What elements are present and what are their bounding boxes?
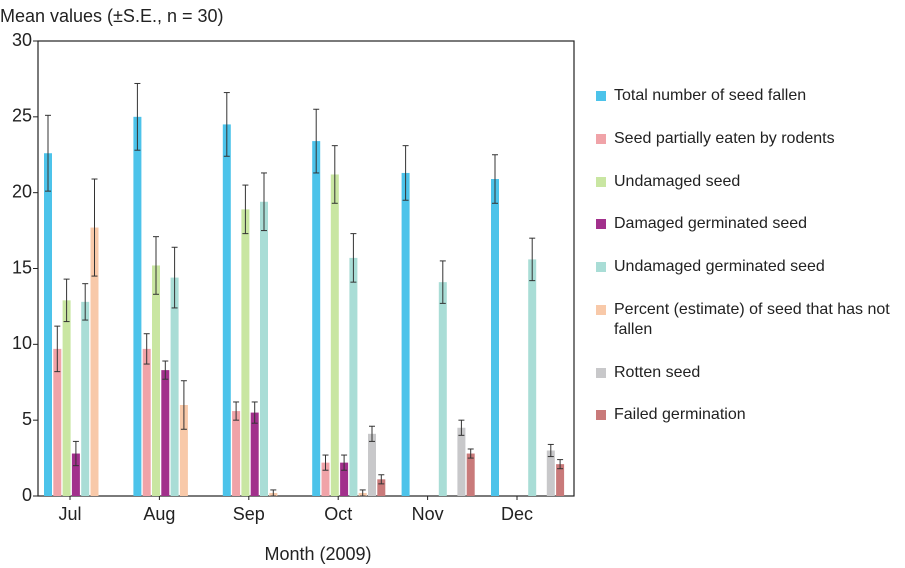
bar (44, 153, 52, 496)
x-tick-label: Nov (412, 504, 444, 524)
bar (161, 370, 170, 496)
x-tick-label: Oct (324, 504, 352, 524)
legend-label: Damaged germinated seed (614, 215, 808, 232)
bar (528, 259, 537, 496)
bar (90, 227, 99, 497)
legend-swatch (596, 368, 606, 378)
bar (546, 450, 555, 496)
bar (62, 300, 71, 496)
legend-item: Percent (estimate) of seed that has not … (596, 300, 899, 340)
x-tick-label: Sep (233, 504, 265, 524)
bar (241, 209, 250, 496)
legend-item: Failed germination (596, 405, 899, 425)
bar (152, 265, 160, 496)
bar (312, 141, 321, 496)
bar (377, 479, 386, 496)
legend-label: Total number of seed fallen (614, 87, 807, 104)
bar (349, 257, 358, 496)
legend-label: Rotten seed (614, 364, 701, 381)
bar (368, 433, 376, 496)
bar (179, 405, 188, 496)
y-tick-label: 15 (12, 257, 32, 277)
legend-swatch (596, 91, 606, 101)
x-axis-label: Month (2009) (264, 544, 371, 564)
y-tick-label: 5 (22, 409, 32, 429)
legend-item: Undamaged seed (596, 172, 899, 192)
y-tick-label: 25 (12, 106, 32, 126)
y-tick-label: 30 (12, 30, 32, 50)
y-tick-label: 0 (22, 485, 32, 505)
bar (142, 348, 151, 496)
legend-label: Failed germination (614, 406, 746, 423)
legend-item: Total number of seed fallen (596, 86, 899, 106)
bar (81, 301, 90, 496)
legend-label: Undamaged seed (614, 173, 741, 190)
legend-item: Seed partially eaten by rodents (596, 129, 899, 149)
x-tick-label: Aug (143, 504, 175, 524)
bar (232, 411, 241, 496)
legend-item: Rotten seed (596, 363, 899, 383)
bar (53, 348, 62, 496)
legend-label: Percent (estimate) of seed that has not … (614, 301, 890, 338)
y-tick-label: 20 (12, 181, 32, 201)
bar (133, 116, 142, 496)
bar (321, 462, 330, 496)
bar (170, 277, 179, 496)
legend-swatch (596, 134, 606, 144)
bar (260, 201, 268, 496)
legend-item: Undamaged germinated seed (596, 257, 899, 277)
legend-label: Undamaged germinated seed (614, 258, 825, 275)
y-tick-label: 10 (12, 333, 32, 353)
bar (438, 282, 447, 496)
bar (491, 179, 499, 496)
bar (330, 174, 339, 496)
bar (250, 412, 259, 496)
x-tick-label: Jul (58, 504, 81, 524)
bar (466, 453, 475, 496)
legend-swatch (596, 177, 606, 187)
legend-swatch (596, 219, 606, 229)
legend-item: Damaged germinated seed (596, 214, 899, 234)
legend-swatch (596, 305, 606, 315)
legend-swatch (596, 410, 606, 420)
bar (71, 453, 80, 496)
bar (401, 172, 410, 496)
legend-label: Seed partially eaten by rodents (614, 130, 835, 147)
x-tick-label: Dec (501, 504, 533, 524)
legend-swatch (596, 262, 606, 272)
bar (457, 427, 466, 496)
chart: Mean values (±S.E., n = 30) Month (2009)… (0, 6, 575, 564)
bar (340, 462, 349, 496)
y-axis-label: Mean values (±S.E., n = 30) (0, 6, 224, 26)
bar (556, 464, 565, 496)
bar (222, 124, 231, 497)
